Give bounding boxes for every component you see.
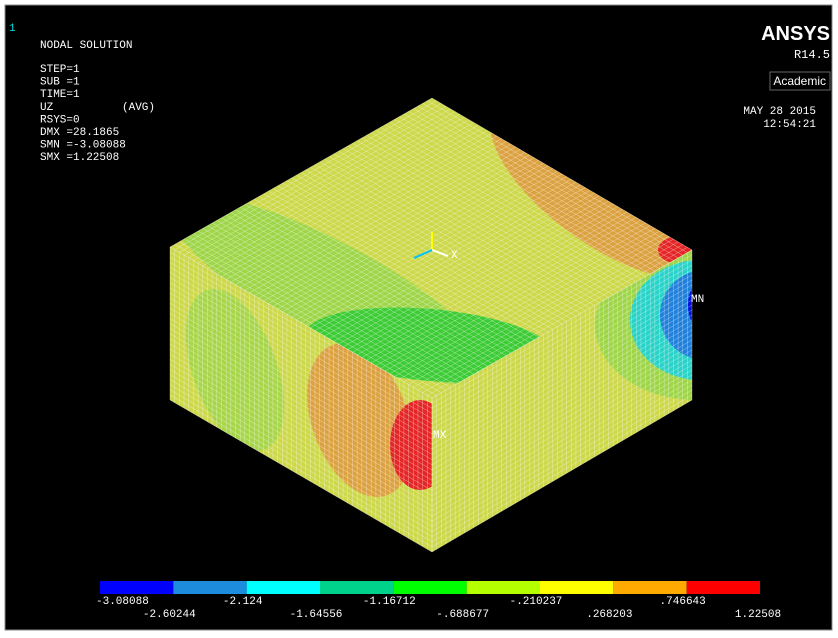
info-line: SUB =1: [40, 77, 80, 89]
legend-label: -1.16712: [363, 596, 416, 608]
info-line: DMX =28.1865: [40, 127, 119, 139]
legend-swatch: [173, 581, 247, 594]
info-line: SMN =-3.08088: [40, 140, 126, 152]
legend-label: -.210237: [510, 596, 563, 608]
legend-swatch: [466, 581, 540, 594]
info-line: STEP=1: [40, 64, 80, 76]
legend-swatch: [540, 581, 614, 594]
info-line: RSYS=0: [40, 114, 80, 126]
title: NODAL SOLUTION: [40, 40, 132, 52]
legend-label: -3.08088: [96, 596, 149, 608]
date: MAY 28 2015: [743, 106, 816, 118]
max-marker: MX: [433, 430, 447, 442]
license-box: [769, 71, 831, 91]
legend-swatch: [246, 581, 320, 594]
info-line: (AVG): [122, 102, 155, 114]
legend: -3.08088-2.60244 -2.124 -1.64556 -1.16712 -.…: [96, 581, 781, 621]
legend-label: -2.124: [223, 596, 263, 608]
frame-number: 1: [9, 23, 16, 35]
legend-label: .746643: [660, 596, 706, 608]
license: Academic: [773, 74, 826, 88]
info-line: SMX =1.22508: [40, 152, 119, 164]
time: 12:54:21: [763, 119, 816, 131]
legend-swatch: [393, 581, 467, 594]
legend-label: .268203: [586, 609, 632, 621]
mesh-lines: [169, 97, 693, 553]
min-marker: MN: [691, 294, 704, 306]
legend-swatch: [686, 581, 760, 594]
mesh: [169, 97, 693, 553]
legend-label: 1.22508: [735, 609, 781, 621]
legend-label: -2.60244: [143, 609, 196, 621]
triad-x: X: [451, 250, 458, 262]
info-line: UZ: [40, 102, 54, 114]
info-line: TIME=1: [40, 89, 80, 101]
legend-swatch: [320, 581, 394, 594]
legend-label: -.688677: [436, 609, 489, 621]
legend-swatch: [613, 581, 687, 594]
brand-version: R14.5: [794, 48, 830, 62]
legend-swatch: [100, 581, 174, 594]
triad: X: [413, 232, 458, 262]
brand-name: ANSYS: [761, 23, 830, 45]
legend-label: -1.64556: [290, 609, 343, 621]
